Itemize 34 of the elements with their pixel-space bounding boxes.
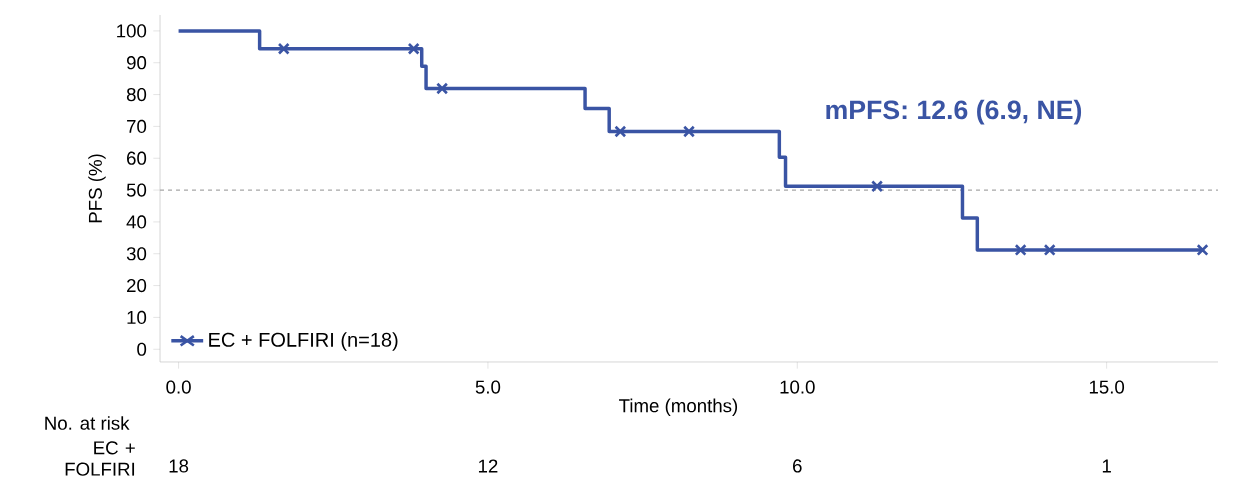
y-tick-label: 0 bbox=[137, 342, 147, 356]
text: 6 bbox=[793, 459, 802, 473]
y-tick-label: 20 bbox=[127, 278, 147, 293]
y-tick-label: 10 bbox=[127, 310, 147, 325]
y-tick-label: 80 bbox=[126, 87, 147, 102]
text: 18 bbox=[169, 459, 189, 473]
point bbox=[407, 42, 420, 55]
y-tick-label: 50 bbox=[126, 183, 147, 197]
point bbox=[436, 82, 449, 95]
point bbox=[277, 42, 290, 55]
annotation: mPFS: 12.6 (6.9, NE) bbox=[826, 99, 1082, 125]
y-tick-label: 70 bbox=[127, 119, 147, 134]
x-axis-title: Time (months) bbox=[619, 398, 738, 417]
y-axis-title: PFS (%) bbox=[88, 154, 106, 223]
y-tick-label: 40 bbox=[126, 215, 147, 229]
y-tick-label: 90 bbox=[126, 56, 147, 70]
text: No. at risk bbox=[45, 416, 130, 430]
point bbox=[1014, 243, 1027, 256]
x-tick-label: 15.0 bbox=[1089, 380, 1125, 394]
point bbox=[682, 125, 696, 138]
point bbox=[1043, 243, 1056, 256]
text: EC + FOLFIRI bbox=[65, 441, 135, 476]
x-tick-label: 0.0 bbox=[166, 380, 191, 394]
legend-label: EC + FOLFIRI (n=18) bbox=[209, 332, 398, 351]
point bbox=[871, 180, 884, 193]
y-tick-label: 100 bbox=[117, 24, 147, 38]
x-tick-label: 5.0 bbox=[475, 380, 501, 394]
point bbox=[614, 125, 627, 138]
y-tick-label: 30 bbox=[126, 247, 147, 261]
x-tick-label: 10.0 bbox=[780, 380, 815, 394]
text: 12 bbox=[478, 459, 498, 473]
point bbox=[1196, 243, 1209, 256]
y-tick-label: 60 bbox=[127, 151, 147, 165]
text: 1 bbox=[1102, 459, 1111, 473]
